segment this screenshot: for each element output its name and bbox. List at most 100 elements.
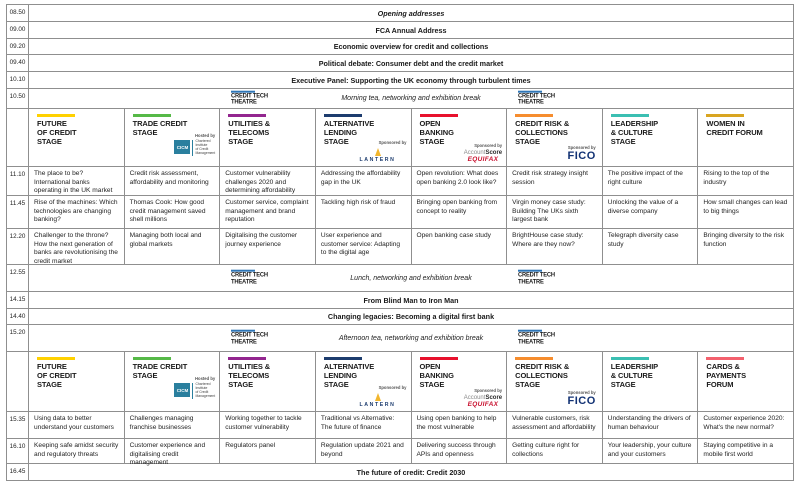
logo-text: CREDIT TECH [517,331,555,339]
logo-blue-bar [231,90,256,93]
stage-color-bar [419,357,458,360]
session-cell: Bringing diversity to the risk function [703,232,784,248]
session-cell: Bringing open banking from concept to re… [412,196,508,228]
session-cell: Credit risk strategy insight session [507,167,603,195]
logo-text: THEATRE [517,99,544,106]
stage-name: OPEN BANKING STAGE [419,362,454,389]
break-label: Morning tea, networking and exhibition b… [341,95,481,102]
stage-color-bar [37,357,75,360]
session-cell: Understanding the drivers of human behav… [603,412,699,438]
session-cell: Vulnerable customers, risk assessment an… [507,412,603,438]
session-cell: Challenger to the throne? How the next g… [29,229,125,265]
cicm-abbr: CICM [174,140,191,154]
logo-text: CREDIT TECH [517,271,555,279]
sponsored-by-label: Sponsored by [567,389,596,395]
cicm-logo: Hosted by CICM Chartered Institute of Cr… [174,133,215,156]
break-row: 10.50 CREDIT TECH THEATRE Morning tea, n… [7,89,793,109]
session-cell: Credit risk assessment, affordability an… [125,167,221,195]
session-cell: Keeping safe amidst security and regulat… [29,439,125,463]
session-cell: Thomas Cook: How good credit management … [125,196,221,228]
logo-text: THEATRE [231,338,258,346]
accountscore-equifax-logo: Sponsored by AccountScore EQUIFAX [463,143,503,163]
time-label: 09.20 [7,39,29,54]
sponsored-by-label: Sponsored by [474,388,503,393]
time-label [7,109,29,166]
session-cell: Staying competitive in a mobile first wo… [703,442,774,458]
credit-tech-theatre-logo: CREDIT TECH THEATRE [517,329,558,347]
stage-color-bar [419,114,458,117]
stage-color-bar [515,114,554,117]
stage-color-bar [37,114,75,117]
session-cell: Open revolution: What does open banking … [412,167,508,195]
time-label: 10.50 [7,89,29,108]
break-cell: CREDIT TECH THEATRE Morning tea, network… [29,89,793,108]
stage-header-women-in-credit: WOMEN IN CREDIT FORUM [698,109,793,166]
stage-header-cards-payments: CARDS & PAYMENTS FORUM [698,352,793,411]
credit-tech-theatre-logo: CREDIT TECH THEATRE [517,90,558,107]
stage-name: TRADE CREDIT STAGE [132,362,188,380]
stage-color-bar [323,114,362,117]
time-label: 09.00 [7,22,29,38]
logo-text: CREDIT TECH [231,331,269,339]
session-cell: Unlocking the value of a diverse company [603,196,699,228]
session-cell: Telegraph diversity case study [603,229,699,264]
sponsored-by-label: Sponsored by [378,385,407,390]
stage-header-open-banking: OPEN BANKING STAGE Sponsored by AccountS… [412,109,508,166]
session-cell: Using open banking to help the most vuln… [412,412,508,438]
session-cell: Customer experience 2020: What's the new… [703,415,785,431]
stage-name: LEADERSHIP & CULTURE STAGE [610,119,659,146]
session-cell: How small changes can lead to big things [703,199,788,215]
stage-color-bar [610,357,649,360]
agenda-row: 10.10 Executive Panel: Supporting the UK… [7,72,793,89]
plenary-session-title: Changing legacies: Becoming a digital fi… [327,312,495,321]
time-label: 16.45 [7,464,29,480]
logo-text: THEATRE [231,99,258,106]
agenda-row: 14.40 Changing legacies: Becoming a digi… [7,309,793,325]
time-label: 12.55 [7,265,29,291]
break-row: 12.55 CREDIT TECH THEATRE Lunch, network… [7,265,793,292]
lantern-flame-icon [374,393,381,401]
cicm-full-name: Chartered Institute of Credit Management [192,139,215,156]
logo-blue-bar [517,90,542,93]
session-cell: The positive impact of the right culture [603,167,699,195]
stage-name: WOMEN IN CREDIT FORUM [706,119,763,137]
stage-name: CREDIT RISK & COLLECTIONS STAGE [515,362,570,389]
lantern-flame-icon [374,148,381,156]
session-cell: Working together to tackle customer vuln… [220,412,316,438]
logo-blue-bar [231,329,256,332]
time-label [7,352,29,411]
plenary-session-title: Economic overview for credit and collect… [333,42,489,51]
session-cell: Getting culture right for collections [507,439,603,463]
logo-blue-bar [517,329,542,332]
stage-color-bar [323,357,362,360]
agenda-row: 16.45 The future of credit: Credit 2030 [7,464,793,480]
stage-name: ALTERNATIVE LENDING STAGE [323,362,375,389]
time-label: 11.10 [7,167,29,195]
session-cell: Digitalising the customer journey experi… [220,229,316,264]
sponsored-by-label: Sponsored by [567,144,596,150]
plenary-session-title: Executive Panel: Supporting the UK econo… [291,75,531,85]
equifax-name: EQUIFAX [467,156,499,163]
session-cell: Managing both local and global markets [125,229,221,264]
fico-logo: Sponsored by FICO [567,390,595,407]
plenary-session-title: The future of credit: Credit 2030 [356,467,466,477]
time-label: 10.10 [7,72,29,88]
time-label: 09.40 [7,55,29,71]
plenary-session-title: FCA Annual Address [375,25,447,35]
fico-name: FICO [567,149,596,162]
stage-color-bar [706,357,745,360]
stage-name: CREDIT RISK & COLLECTIONS STAGE [515,119,570,146]
logo-text: THEATRE [517,278,544,286]
plenary-session-title: Political debate: Consumer debt and the … [318,58,504,68]
stage-header-trade-credit: TRADE CREDIT STAGE Hosted by CICM Charte… [125,109,221,166]
agenda-row: 14.15 From Blind Man to Iron Man [7,292,793,309]
session-cell: Rising to the top of the industry [703,170,770,186]
stage-header-open-banking: OPEN BANKING STAGE Sponsored by AccountS… [412,352,508,411]
accountscore-name: Account [463,150,486,156]
session-cell: Customer experience and digitalising cre… [125,439,221,466]
agenda-grid: 08.50 Opening addresses 09.00 FCA Annual… [6,4,794,481]
hosted-by-label: Hosted by [195,133,216,138]
stage-header-utilities-telecoms: UTILITIES & TELECOMS STAGE [220,109,316,166]
credit-tech-theatre-logo: CREDIT TECH THEATRE [231,329,271,347]
hosted-by-label: Hosted by [195,376,216,381]
